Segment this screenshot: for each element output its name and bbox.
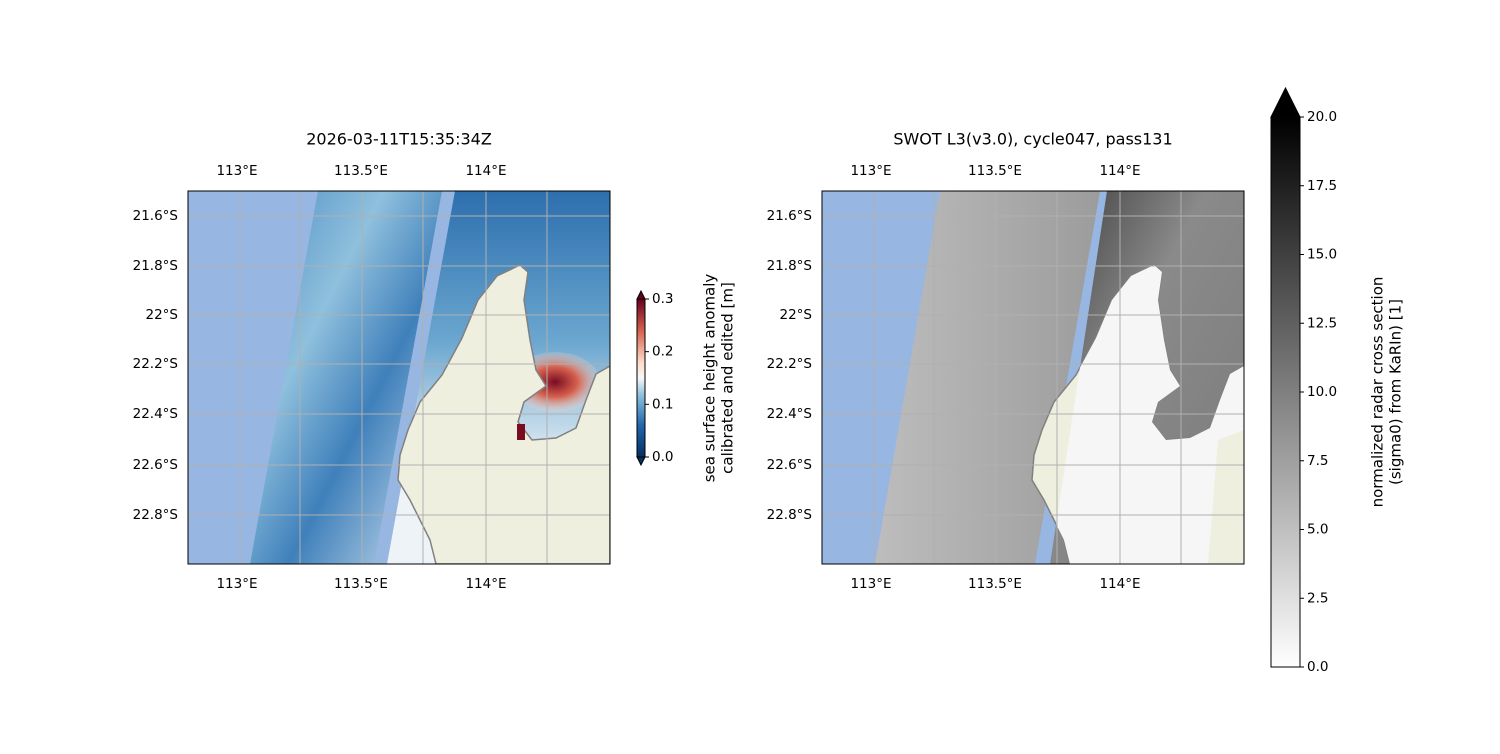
- colorbar-tick-label: 12.5: [1307, 315, 1337, 331]
- colorbar-extend: [636, 289, 646, 300]
- colorbar-extend: [1270, 86, 1301, 118]
- lon-label: 114°E: [465, 163, 506, 179]
- colorbar-label: normalized radar cross section: [1369, 277, 1387, 508]
- lon-label: 113.5°E: [334, 163, 388, 179]
- lat-label: 22.8°S: [133, 507, 178, 523]
- colorbar-tick-label: 20.0: [1307, 109, 1337, 125]
- lon-label: 113°E: [850, 163, 891, 179]
- grid-right: [822, 191, 1244, 564]
- lat-label: 21.8°S: [767, 258, 812, 274]
- lat-label: 22.6°S: [133, 457, 178, 473]
- colorbar: [1270, 116, 1301, 668]
- colorbar-label: calibrated and edited [m]: [719, 282, 737, 474]
- lon-label: 114°E: [465, 576, 506, 592]
- lat-label: 22.4°S: [133, 406, 178, 422]
- colorbar-tick-label: 0.0: [1307, 659, 1328, 675]
- lon-label: 113.5°E: [968, 576, 1022, 592]
- colorbar-extend: [636, 456, 646, 467]
- lat-label: 21.6°S: [767, 208, 812, 224]
- map-left: [188, 191, 610, 564]
- colorbar-label: sea surface height anomaly: [701, 274, 719, 483]
- colorbar: [636, 298, 646, 458]
- lon-label: 113°E: [216, 163, 257, 179]
- colorbar-tick-label: 0.1: [652, 396, 673, 412]
- lat-label: 22.2°S: [767, 356, 812, 372]
- colorbar-tick-label: 0.2: [652, 344, 673, 360]
- colorbar-tick-label: 17.5: [1307, 178, 1337, 194]
- panel-title: 2026-03-11T15:35:34Z: [306, 130, 492, 149]
- lat-label: 22.6°S: [767, 457, 812, 473]
- axes-frame: [821, 190, 1245, 565]
- lon-label: 113°E: [850, 576, 891, 592]
- colorbar-tick-label: 7.5: [1307, 453, 1328, 469]
- colorbar-label: (sigma0) from KaRIn) [1]: [1387, 299, 1405, 485]
- axes-frame: [187, 190, 611, 565]
- grid-left: [188, 191, 610, 564]
- lon-label: 113°E: [216, 576, 257, 592]
- lat-label: 22.8°S: [767, 507, 812, 523]
- colorbar-tick-label: 15.0: [1307, 247, 1337, 263]
- colorbar-tick-label: 0.3: [652, 291, 673, 307]
- lon-label: 113.5°E: [334, 576, 388, 592]
- lat-label: 21.6°S: [133, 208, 178, 224]
- colorbar-tick-label: 0.0: [652, 449, 673, 465]
- lat-label: 22°S: [780, 307, 813, 323]
- panel-title: SWOT L3(v3.0), cycle047, pass131: [893, 130, 1172, 149]
- colorbar-tick-label: 5.0: [1307, 522, 1328, 538]
- lat-label: 21.8°S: [133, 258, 178, 274]
- lat-label: 22.2°S: [133, 356, 178, 372]
- lon-label: 114°E: [1099, 163, 1140, 179]
- lat-label: 22.4°S: [767, 406, 812, 422]
- lon-label: 114°E: [1099, 576, 1140, 592]
- lon-label: 113.5°E: [968, 163, 1022, 179]
- lat-label: 22°S: [146, 307, 179, 323]
- colorbar-tick-label: 10.0: [1307, 384, 1337, 400]
- colorbar-tick-label: 2.5: [1307, 590, 1328, 606]
